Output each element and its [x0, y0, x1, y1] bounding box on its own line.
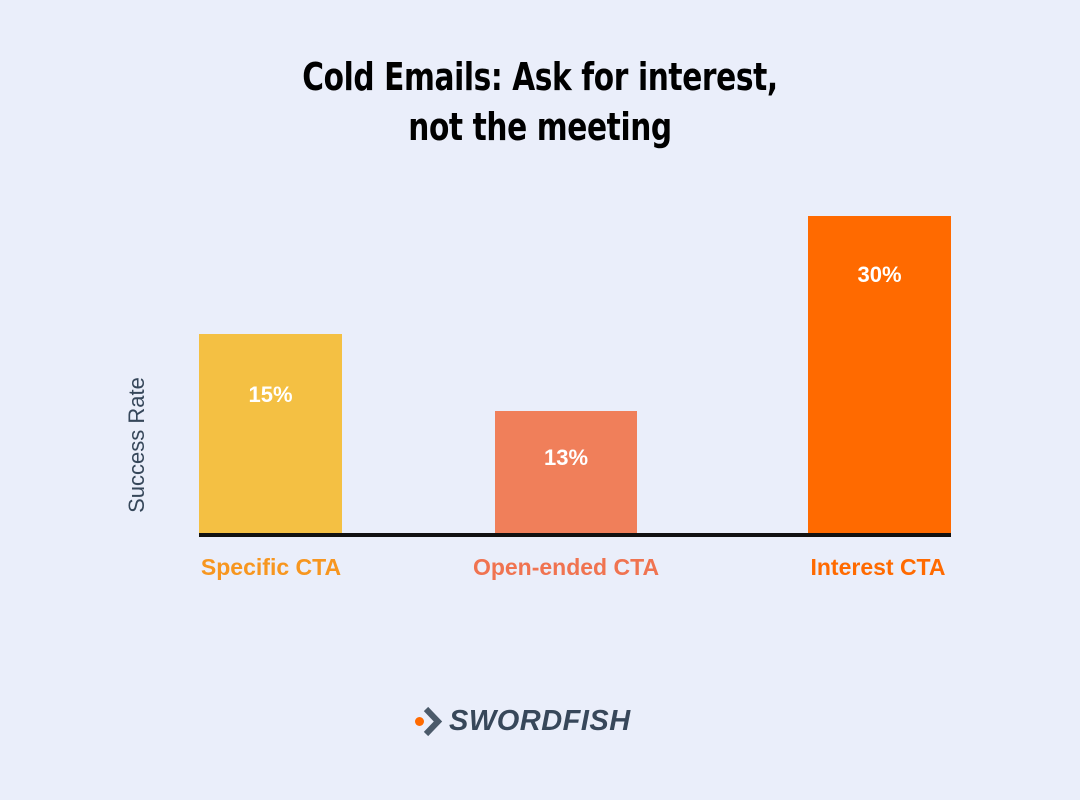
category-label-specific-cta: Specific CTA — [200, 554, 342, 580]
chevron-logo-icon — [415, 704, 445, 738]
y-axis-label: Success Rate — [124, 377, 149, 513]
bar-value-label: 30% — [857, 262, 902, 287]
category-label-interest-cta: Interest CTA — [810, 554, 946, 580]
logo-wordmark: SWORDFISH — [449, 704, 631, 737]
chart-title-line-1: Cold Emails: Ask for interest, — [302, 55, 778, 99]
orange-dot-icon — [415, 717, 424, 726]
swordfish-logo: SWORDFISH — [415, 703, 631, 739]
bar-open-ended-cta: 13% — [495, 411, 637, 534]
bar-value-label: 13% — [543, 445, 589, 470]
chart-title-line-2: not the meeting — [408, 105, 672, 149]
chart-title: Cold Emails: Ask for interest, not the m… — [119, 52, 961, 152]
category-label-open-ended-cta: Open-ended CTA — [472, 554, 660, 580]
bar-interest-cta: 30% — [808, 216, 951, 534]
bar-value-label: 15% — [248, 382, 293, 407]
x-axis-line — [199, 533, 951, 537]
bar-specific-cta: 15% — [199, 334, 342, 534]
